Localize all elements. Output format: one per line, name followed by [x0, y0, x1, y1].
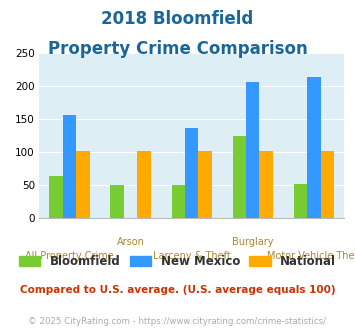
Text: Property Crime Comparison: Property Crime Comparison [48, 40, 307, 58]
Text: Compared to U.S. average. (U.S. average equals 100): Compared to U.S. average. (U.S. average … [20, 285, 335, 295]
Bar [307, 77, 321, 218]
Text: Burglary: Burglary [232, 237, 273, 247]
Bar [198, 151, 212, 218]
Bar [171, 185, 185, 218]
Text: Larceny & Theft: Larceny & Theft [153, 251, 231, 261]
Bar [321, 151, 334, 218]
Legend: Bloomfield, New Mexico, National: Bloomfield, New Mexico, National [19, 255, 336, 268]
Text: 2018 Bloomfield: 2018 Bloomfield [102, 10, 253, 28]
Bar [63, 115, 76, 218]
Text: All Property Crime: All Property Crime [25, 251, 114, 261]
Text: © 2025 CityRating.com - https://www.cityrating.com/crime-statistics/: © 2025 CityRating.com - https://www.city… [28, 317, 327, 326]
Text: Arson: Arson [117, 237, 144, 247]
Bar [76, 151, 90, 218]
Bar [246, 82, 260, 218]
Bar [137, 151, 151, 218]
Bar [185, 128, 198, 218]
Bar [110, 185, 124, 218]
Bar [49, 176, 63, 218]
Bar [260, 151, 273, 218]
Bar [294, 184, 307, 218]
Bar [233, 136, 246, 218]
Text: Motor Vehicle Theft: Motor Vehicle Theft [267, 251, 355, 261]
